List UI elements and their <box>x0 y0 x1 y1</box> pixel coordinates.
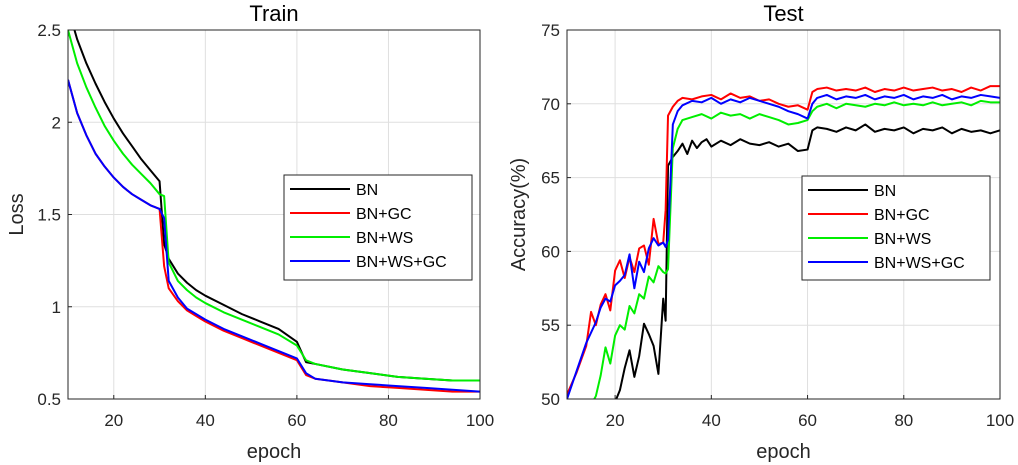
x-tick-label: 60 <box>798 411 817 430</box>
legend: BN BN+GC BN+WS BN+WS+GC <box>801 175 991 281</box>
y-tick-label: 60 <box>541 242 560 261</box>
legend-label: BN+GC <box>356 206 412 223</box>
chart-title: Test <box>763 1 803 26</box>
legend-label: BN+WS <box>874 231 931 248</box>
series-group <box>567 85 1000 399</box>
x-axis-label: epoch <box>247 441 302 463</box>
legend-label: BN+WS+GC <box>356 254 447 271</box>
legend: BN BN+GC BN+WS BN+WS+GC <box>283 174 473 281</box>
y-axis-label: Loss <box>6 193 28 235</box>
legend-label: BN+GC <box>874 207 930 224</box>
y-axis-label: Accuracy(%) <box>508 158 530 271</box>
x-tick-label: 100 <box>986 411 1014 430</box>
x-tick-label: 80 <box>379 411 398 430</box>
y-tick-label: 75 <box>541 21 560 40</box>
y-tick-label: 65 <box>541 169 560 188</box>
legend-label: BN <box>874 183 896 200</box>
y-tick-label: 70 <box>541 95 560 114</box>
series-line-bn-ws-gc <box>567 93 1000 399</box>
legend-label: BN <box>356 182 378 199</box>
y-tick-label: 1.5 <box>37 206 61 225</box>
x-tick-label: 100 <box>466 411 494 430</box>
series-line-bn <box>615 123 1000 399</box>
y-tick-label: 50 <box>541 390 560 409</box>
train-loss-chart: 20 40 60 80 1000.511.522.5TrainepochLossBNBN… <box>6 1 494 463</box>
x-axis-label: epoch <box>756 441 811 463</box>
x-tick-label: 40 <box>702 411 721 430</box>
x-tick-label: 60 <box>287 411 306 430</box>
y-tick-label: 55 <box>541 316 560 335</box>
legend-label: BN+WS+GC <box>874 255 965 272</box>
x-tick-label: 20 <box>606 411 625 430</box>
y-tick-label: 0.5 <box>37 390 61 409</box>
x-tick-label: 40 <box>196 411 215 430</box>
chart-title: Train <box>249 1 298 26</box>
legend-box <box>283 174 473 281</box>
y-tick-label: 1 <box>52 298 61 317</box>
series-group <box>68 30 480 393</box>
x-tick-label: 80 <box>894 411 913 430</box>
y-tick-label: 2 <box>52 113 61 132</box>
legend-label: BN+WS <box>356 230 413 247</box>
series-line-bn-ws-gc <box>68 79 480 393</box>
y-tick-label: 2.5 <box>37 21 61 40</box>
series-line-bn-ws <box>68 30 480 382</box>
x-tick-label: 20 <box>104 411 123 430</box>
series-line-bn-gc <box>567 85 1000 395</box>
axes-box <box>566 29 1001 400</box>
series-line-bn-ws <box>593 99 1000 399</box>
test-accuracy-chart: 20 40 60 80 100 50 55 60 65 70 75 Test epoch Accuracy… <box>508 1 1014 463</box>
